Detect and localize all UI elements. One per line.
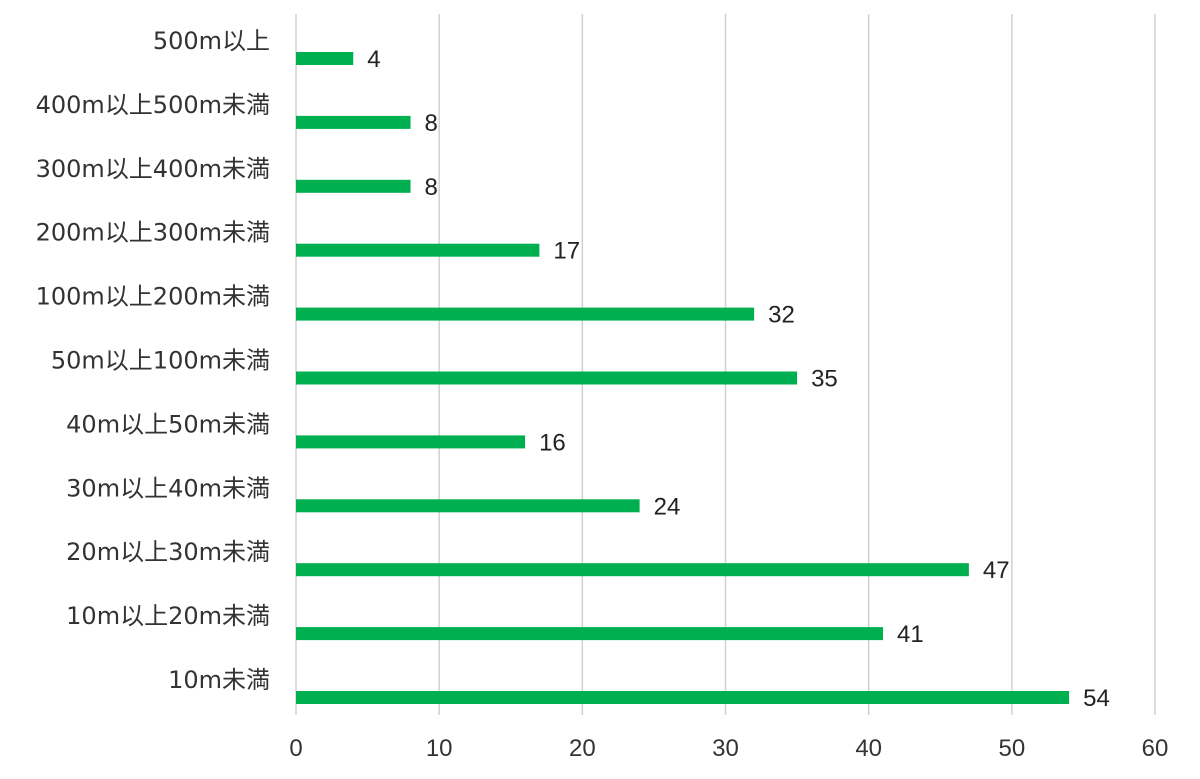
category-label: 300m以上400m未満 <box>36 155 270 183</box>
bar <box>296 179 411 193</box>
category-labels: 500m以上 400m以上500m未満 300m以上400m未満 200m以上300m… <box>36 27 270 694</box>
data-label: 32 <box>768 302 795 329</box>
x-tick-label: 30 <box>712 735 739 762</box>
data-label: 8 <box>425 174 438 201</box>
category-label: 10m以上20m未満 <box>66 602 270 630</box>
data-label: 41 <box>897 621 924 648</box>
data-label: 8 <box>425 110 438 137</box>
category-label: 40m以上50m未満 <box>66 410 270 438</box>
x-tick-label: 60 <box>1142 735 1169 762</box>
data-label: 17 <box>553 238 580 265</box>
category-label: 30m以上40m未満 <box>66 474 270 502</box>
x-tick-label: 10 <box>426 735 453 762</box>
category-label: 500m以上 <box>153 27 270 55</box>
category-label: 20m以上30m未満 <box>66 538 270 566</box>
data-label: 24 <box>654 493 681 520</box>
x-tick-label: 20 <box>569 735 596 762</box>
data-label: 54 <box>1083 685 1110 712</box>
bar <box>296 307 755 321</box>
bar <box>296 691 1070 704</box>
bar <box>296 499 640 513</box>
bar <box>296 563 969 577</box>
bar <box>296 627 883 641</box>
category-label: 200m以上300m未満 <box>36 219 270 247</box>
data-label: 47 <box>983 557 1010 584</box>
category-label: 10m未満 <box>168 666 270 694</box>
bar <box>296 243 540 257</box>
x-tick-label: 40 <box>855 735 882 762</box>
x-tick-label: 50 <box>998 735 1025 762</box>
category-label: 100m以上200m未満 <box>36 283 270 311</box>
bars <box>296 52 1070 704</box>
value-labels: 4 8 8 17 32 35 16 24 47 41 54 <box>367 46 1110 712</box>
bar <box>296 371 798 385</box>
data-label: 4 <box>367 46 380 73</box>
x-tick-label: 0 <box>289 735 302 762</box>
bar <box>296 52 354 65</box>
gridlines <box>295 14 1156 715</box>
category-label: 50m以上100m未満 <box>51 347 270 375</box>
category-label: 400m以上500m未満 <box>36 91 270 119</box>
x-axis-tick-labels: 0 10 20 30 40 50 60 <box>289 735 1168 762</box>
bar <box>296 435 526 449</box>
data-label: 16 <box>539 429 566 456</box>
bar <box>296 115 411 129</box>
data-label: 35 <box>811 366 838 393</box>
